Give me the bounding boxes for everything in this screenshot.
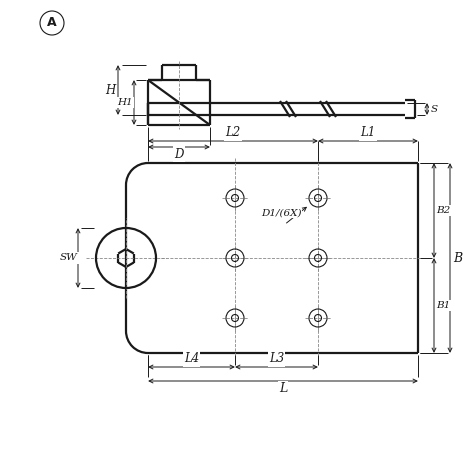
Text: S: S (431, 105, 438, 113)
Text: H: H (105, 83, 115, 96)
Text: L3: L3 (269, 352, 284, 365)
Text: D1/(6X): D1/(6X) (261, 208, 302, 218)
Text: L2: L2 (225, 126, 241, 139)
Text: L: L (279, 382, 287, 395)
Text: SW: SW (60, 254, 78, 263)
Text: B2: B2 (436, 206, 450, 215)
Text: L1: L1 (360, 126, 375, 139)
Text: L4: L4 (184, 352, 199, 365)
Text: B: B (453, 251, 463, 264)
Text: H1: H1 (117, 98, 133, 107)
Text: B1: B1 (436, 301, 450, 310)
Text: D: D (174, 148, 184, 161)
Text: A: A (47, 17, 57, 30)
